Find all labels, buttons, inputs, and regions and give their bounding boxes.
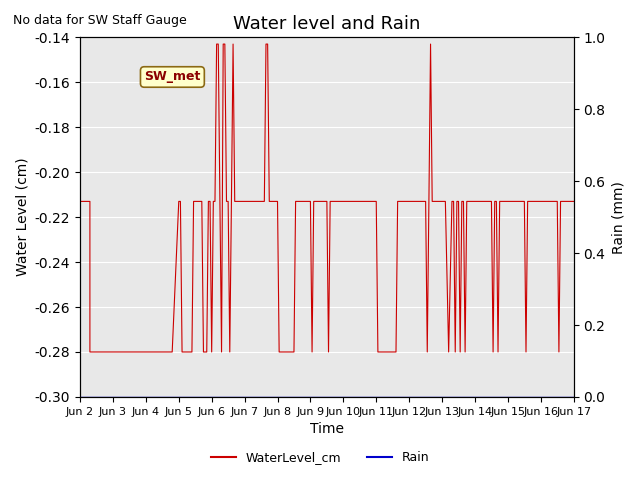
Y-axis label: Rain (mm): Rain (mm) bbox=[611, 180, 625, 253]
Legend: WaterLevel_cm, Rain: WaterLevel_cm, Rain bbox=[206, 446, 434, 469]
Y-axis label: Water Level (cm): Water Level (cm) bbox=[15, 158, 29, 276]
Text: No data for SW Staff Gauge: No data for SW Staff Gauge bbox=[13, 14, 186, 27]
Title: Water level and Rain: Water level and Rain bbox=[233, 15, 420, 33]
Text: SW_met: SW_met bbox=[144, 71, 200, 84]
X-axis label: Time: Time bbox=[310, 422, 344, 436]
